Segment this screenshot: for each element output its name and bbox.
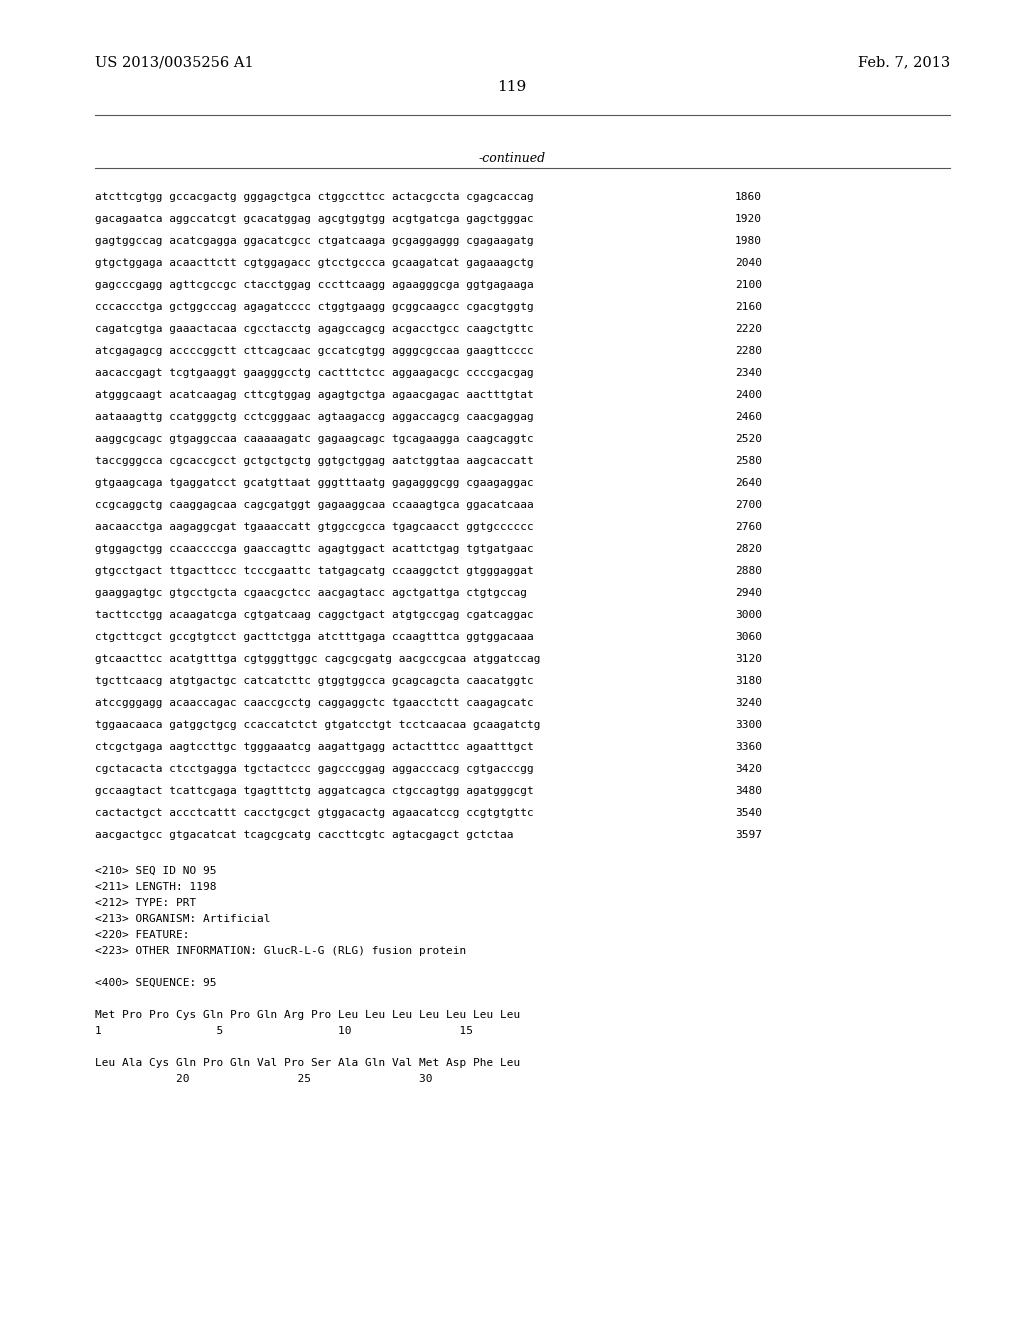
Text: 1                 5                 10                15: 1 5 10 15 <box>95 1026 473 1036</box>
Text: aacaccgagt tcgtgaaggt gaagggcctg cactttctcc aggaagacgc ccccgacgag: aacaccgagt tcgtgaaggt gaagggcctg cactttc… <box>95 368 534 378</box>
Text: 2820: 2820 <box>735 544 762 554</box>
Text: 1980: 1980 <box>735 236 762 246</box>
Text: gtcaacttcc acatgtttga cgtgggttggc cagcgcgatg aacgccgcaa atggatccag: gtcaacttcc acatgtttga cgtgggttggc cagcgc… <box>95 653 541 664</box>
Text: 3360: 3360 <box>735 742 762 752</box>
Text: <223> OTHER INFORMATION: GlucR-L-G (RLG) fusion protein: <223> OTHER INFORMATION: GlucR-L-G (RLG)… <box>95 946 466 956</box>
Text: <400> SEQUENCE: 95: <400> SEQUENCE: 95 <box>95 978 216 987</box>
Text: Met Pro Pro Cys Gln Pro Gln Arg Pro Leu Leu Leu Leu Leu Leu Leu: Met Pro Pro Cys Gln Pro Gln Arg Pro Leu … <box>95 1010 520 1020</box>
Text: cactactgct accctcattt cacctgcgct gtggacactg agaacatccg ccgtgtgttc: cactactgct accctcattt cacctgcgct gtggaca… <box>95 808 534 818</box>
Text: 2400: 2400 <box>735 389 762 400</box>
Text: aacgactgcc gtgacatcat tcagcgcatg caccttcgtc agtacgagct gctctaa: aacgactgcc gtgacatcat tcagcgcatg caccttc… <box>95 830 513 840</box>
Text: 3480: 3480 <box>735 785 762 796</box>
Text: ccgcaggctg caaggagcaa cagcgatggt gagaaggcaa ccaaagtgca ggacatcaaa: ccgcaggctg caaggagcaa cagcgatggt gagaagg… <box>95 500 534 510</box>
Text: 2100: 2100 <box>735 280 762 290</box>
Text: aaggcgcagc gtgaggccaa caaaaagatc gagaagcagc tgcagaagga caagcaggtc: aaggcgcagc gtgaggccaa caaaaagatc gagaagc… <box>95 434 534 444</box>
Text: atcgagagcg accccggctt cttcagcaac gccatcgtgg agggcgccaa gaagttcccc: atcgagagcg accccggctt cttcagcaac gccatcg… <box>95 346 534 356</box>
Text: gtgaagcaga tgaggatcct gcatgttaat gggtttaatg gagagggcgg cgaagaggac: gtgaagcaga tgaggatcct gcatgttaat gggttta… <box>95 478 534 488</box>
Text: cccaccctga gctggcccag agagatcccc ctggtgaagg gcggcaagcc cgacgtggtg: cccaccctga gctggcccag agagatcccc ctggtga… <box>95 302 534 312</box>
Text: gaaggagtgc gtgcctgcta cgaacgctcc aacgagtacc agctgattga ctgtgccag: gaaggagtgc gtgcctgcta cgaacgctcc aacgagt… <box>95 587 527 598</box>
Text: 1860: 1860 <box>735 191 762 202</box>
Text: 2040: 2040 <box>735 257 762 268</box>
Text: atgggcaagt acatcaagag cttcgtggag agagtgctga agaacgagac aactttgtat: atgggcaagt acatcaagag cttcgtggag agagtgc… <box>95 389 534 400</box>
Text: tacttcctgg acaagatcga cgtgatcaag caggctgact atgtgccgag cgatcaggac: tacttcctgg acaagatcga cgtgatcaag caggctg… <box>95 610 534 620</box>
Text: 2160: 2160 <box>735 302 762 312</box>
Text: tgcttcaacg atgtgactgc catcatcttc gtggtggcca gcagcagcta caacatggtc: tgcttcaacg atgtgactgc catcatcttc gtggtgg… <box>95 676 534 686</box>
Text: -continued: -continued <box>478 152 546 165</box>
Text: 2640: 2640 <box>735 478 762 488</box>
Text: <212> TYPE: PRT: <212> TYPE: PRT <box>95 898 197 908</box>
Text: 3000: 3000 <box>735 610 762 620</box>
Text: US 2013/0035256 A1: US 2013/0035256 A1 <box>95 55 254 69</box>
Text: cagatcgtga gaaactacaa cgcctacctg agagccagcg acgacctgcc caagctgttc: cagatcgtga gaaactacaa cgcctacctg agagcca… <box>95 323 534 334</box>
Text: 2280: 2280 <box>735 346 762 356</box>
Text: 3180: 3180 <box>735 676 762 686</box>
Text: gacagaatca aggccatcgt gcacatggag agcgtggtgg acgtgatcga gagctgggac: gacagaatca aggccatcgt gcacatggag agcgtgg… <box>95 214 534 224</box>
Text: <220> FEATURE:: <220> FEATURE: <box>95 931 189 940</box>
Text: 3120: 3120 <box>735 653 762 664</box>
Text: 2460: 2460 <box>735 412 762 422</box>
Text: aacaacctga aagaggcgat tgaaaccatt gtggccgcca tgagcaacct ggtgcccccc: aacaacctga aagaggcgat tgaaaccatt gtggccg… <box>95 521 534 532</box>
Text: Leu Ala Cys Gln Pro Gln Val Pro Ser Ala Gln Val Met Asp Phe Leu: Leu Ala Cys Gln Pro Gln Val Pro Ser Ala … <box>95 1059 520 1068</box>
Text: <213> ORGANISM: Artificial: <213> ORGANISM: Artificial <box>95 913 270 924</box>
Text: cgctacacta ctcctgagga tgctactccc gagcccggag aggacccacg cgtgacccgg: cgctacacta ctcctgagga tgctactccc gagcccg… <box>95 764 534 774</box>
Text: ctgcttcgct gccgtgtcct gacttctgga atctttgaga ccaagtttca ggtggacaaa: ctgcttcgct gccgtgtcct gacttctgga atctttg… <box>95 632 534 642</box>
Text: 2760: 2760 <box>735 521 762 532</box>
Text: gagtggccag acatcgagga ggacatcgcc ctgatcaaga gcgaggaggg cgagaagatg: gagtggccag acatcgagga ggacatcgcc ctgatca… <box>95 236 534 246</box>
Text: gccaagtact tcattcgaga tgagtttctg aggatcagca ctgccagtgg agatgggcgt: gccaagtact tcattcgaga tgagtttctg aggatca… <box>95 785 534 796</box>
Text: 3420: 3420 <box>735 764 762 774</box>
Text: <210> SEQ ID NO 95: <210> SEQ ID NO 95 <box>95 866 216 876</box>
Text: Feb. 7, 2013: Feb. 7, 2013 <box>858 55 950 69</box>
Text: <211> LENGTH: 1198: <211> LENGTH: 1198 <box>95 882 216 892</box>
Text: ctcgctgaga aagtccttgc tgggaaatcg aagattgagg actactttcc agaatttgct: ctcgctgaga aagtccttgc tgggaaatcg aagattg… <box>95 742 534 752</box>
Text: tggaacaaca gatggctgcg ccaccatctct gtgatcctgt tcctcaacaa gcaagatctg: tggaacaaca gatggctgcg ccaccatctct gtgatc… <box>95 719 541 730</box>
Text: taccgggcca cgcaccgcct gctgctgctg ggtgctggag aatctggtaa aagcaccatt: taccgggcca cgcaccgcct gctgctgctg ggtgctg… <box>95 455 534 466</box>
Text: 2340: 2340 <box>735 368 762 378</box>
Text: 3240: 3240 <box>735 698 762 708</box>
Text: atccgggagg acaaccagac caaccgcctg caggaggctc tgaacctctt caagagcatc: atccgggagg acaaccagac caaccgcctg caggagg… <box>95 698 534 708</box>
Text: 3597: 3597 <box>735 830 762 840</box>
Text: 119: 119 <box>498 81 526 94</box>
Text: gagcccgagg agttcgccgc ctacctggag cccttcaagg agaagggcga ggtgagaaga: gagcccgagg agttcgccgc ctacctggag cccttca… <box>95 280 534 290</box>
Text: atcttcgtgg gccacgactg gggagctgca ctggccttcc actacgccta cgagcaccag: atcttcgtgg gccacgactg gggagctgca ctggcct… <box>95 191 534 202</box>
Text: gtggagctgg ccaaccccga gaaccagttc agagtggact acattctgag tgtgatgaac: gtggagctgg ccaaccccga gaaccagttc agagtgg… <box>95 544 534 554</box>
Text: gtgctggaga acaacttctt cgtggagacc gtcctgccca gcaagatcat gagaaagctg: gtgctggaga acaacttctt cgtggagacc gtcctgc… <box>95 257 534 268</box>
Text: 2580: 2580 <box>735 455 762 466</box>
Text: 2940: 2940 <box>735 587 762 598</box>
Text: gtgcctgact ttgacttccc tcccgaattc tatgagcatg ccaaggctct gtgggaggat: gtgcctgact ttgacttccc tcccgaattc tatgagc… <box>95 566 534 576</box>
Text: 2700: 2700 <box>735 500 762 510</box>
Text: 1920: 1920 <box>735 214 762 224</box>
Text: 3060: 3060 <box>735 632 762 642</box>
Text: 2520: 2520 <box>735 434 762 444</box>
Text: 20                25                30: 20 25 30 <box>95 1074 432 1084</box>
Text: 3540: 3540 <box>735 808 762 818</box>
Text: 3300: 3300 <box>735 719 762 730</box>
Text: 2220: 2220 <box>735 323 762 334</box>
Text: 2880: 2880 <box>735 566 762 576</box>
Text: aataaagttg ccatgggctg cctcgggaac agtaagaccg aggaccagcg caacgaggag: aataaagttg ccatgggctg cctcgggaac agtaaga… <box>95 412 534 422</box>
